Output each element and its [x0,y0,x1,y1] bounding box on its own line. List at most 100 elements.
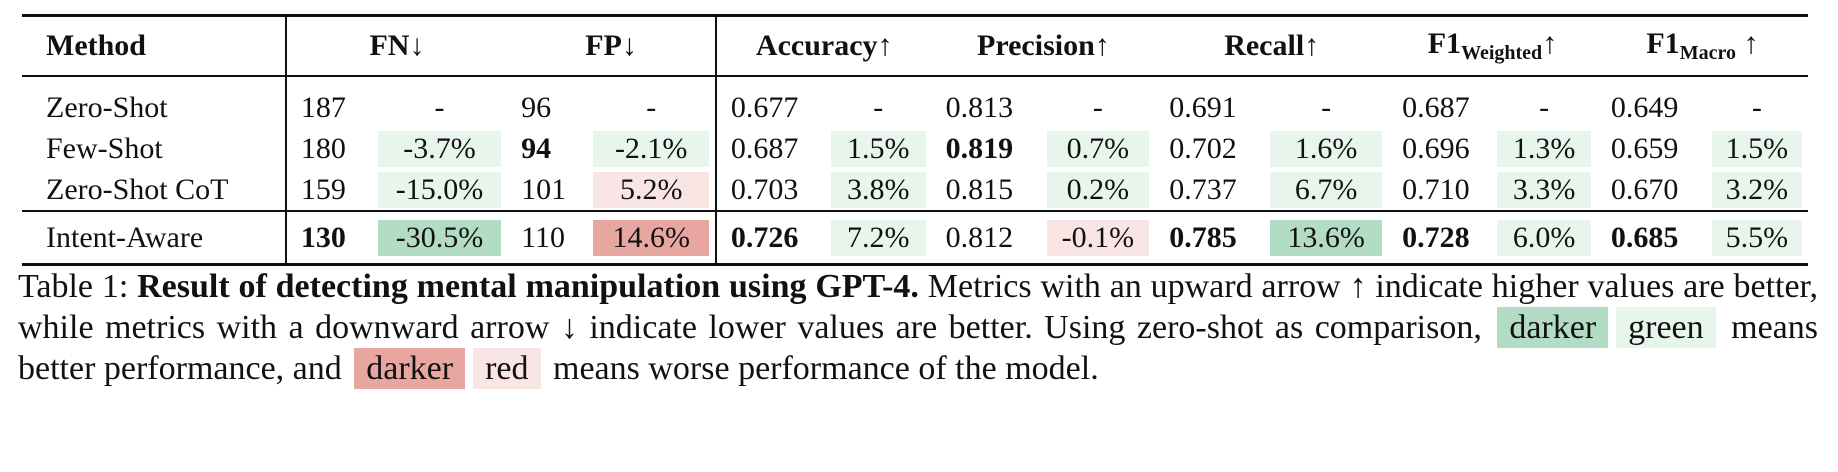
delta-cell: 0.2% [1041,169,1156,211]
delta-cell: 1.6% [1264,128,1388,169]
delta-cell: 1.5% [1706,128,1808,169]
delta-value: 6.0% [1497,219,1591,256]
delta-cell: -15.0% [372,169,507,211]
value-cell: 130 [284,210,372,266]
value-cell: 0.703 [714,169,825,211]
delta-value: 1.3% [1497,130,1591,167]
delta-cell: 1.5% [825,128,932,169]
delta-cell: 7.2% [824,210,932,266]
delta-value: 3.3% [1497,171,1591,208]
delta-cell: -30.5% [371,210,508,266]
header-fn: FN↓ [284,14,508,77]
header-fp: FP↓ [507,14,716,77]
delta-value: - [1539,90,1550,124]
value-cell: 0.687 [714,128,825,169]
caption-text-3: means worse performance of the model. [553,350,1099,387]
value-cell: 0.728 [1388,210,1492,266]
delta-value: 0.7% [1046,130,1150,167]
delta-cell: 5.2% [587,169,715,211]
method-cell: Few-Shot [46,131,163,165]
legend-swatch-darker-red: darker [354,348,466,389]
delta-value: 7.2% [830,219,926,256]
delta-value: 3.8% [830,171,926,208]
delta-value: 6.7% [1270,171,1383,208]
table-caption: Table 1: Result of detecting mental mani… [18,266,1818,389]
delta-cell: 0.7% [1041,128,1156,169]
caption-bold-title: Result of detecting mental manipulation … [137,268,919,305]
delta-cell: 3.3% [1491,169,1597,211]
header-method: Method [22,14,286,77]
value-cell: 0.819 [945,131,1014,165]
method-cell: Zero-Shot CoT [46,172,229,206]
results-table: Method FN↓ FP↓ Accuracy↑ Precision↑ Reca… [22,14,1808,266]
delta-value: 1.5% [1711,130,1802,167]
delta-cell: 6.7% [1264,169,1388,211]
delta-cell: - [1706,76,1808,128]
value-cell: 0.649 [1610,90,1679,124]
legend-swatch-red: red [473,348,541,389]
value-cell: 0.696 [1402,131,1470,165]
header-precision: Precision↑ [931,14,1156,77]
delta-value: 5.2% [593,171,709,208]
table-row: Few-Shot 180 -3.7% 94 -2.1% 0.687 1.5% 0.819 0.7… [22,128,1808,169]
value-cell: 110 [507,210,588,266]
value-cell: 96 [521,90,552,124]
header-f1-weighted-arrow: ↑ [1542,27,1558,60]
delta-cell: 14.6% [587,210,716,266]
header-f1-weighted: F1Weighted↑ [1388,14,1597,77]
delta-value: 13.6% [1270,219,1383,256]
header-f1-macro-arrow: ↑ [1735,27,1759,60]
header-f1-macro-sub: Macro [1679,42,1736,64]
header-f1-macro: F1Macro ↑ [1596,14,1808,77]
delta-cell: - [1264,76,1388,128]
value-cell: 0.677 [714,76,825,128]
delta-cell: 3.2% [1706,169,1808,211]
delta-cell: - [1041,76,1156,128]
header-f1-weighted-sub: Weighted [1461,42,1543,64]
value-cell: 0.785 [1155,210,1265,266]
delta-value: -0.1% [1046,219,1150,256]
results-table-container: Method FN↓ FP↓ Accuracy↑ Precision↑ Reca… [22,14,1808,266]
value-cell: 0.813 [945,90,1014,124]
delta-cell: 13.6% [1264,210,1389,266]
value-cell: 159 [284,169,372,211]
value-cell: 187 [284,76,372,128]
caption-label: Table 1: [18,268,138,305]
delta-value: -15.0% [377,171,502,208]
delta-cell: - [825,76,932,128]
table-row: Zero-Shot 187 - 96 - 0.677 - 0.813 - 0.691 - 0.687 -… [22,76,1808,128]
value-cell: 0.659 [1610,131,1679,165]
legend-swatch-darker-green: darker [1497,307,1609,348]
delta-value: 0.2% [1046,171,1150,208]
delta-value: 1.6% [1270,130,1383,167]
delta-cell: 6.0% [1491,210,1597,266]
delta-cell: 5.5% [1705,210,1808,266]
value-cell: 0.670 [1610,172,1679,206]
delta-cell: 1.3% [1491,128,1597,169]
value-cell: 0.710 [1402,172,1470,206]
delta-cell: -3.7% [372,128,507,169]
delta-value: - [1321,90,1332,124]
header-f1-macro-main: F1 [1646,27,1680,60]
header-f1-weighted-main: F1 [1427,27,1462,60]
delta-value: - [434,90,445,124]
caption-text-2: means better performance, and [18,309,1818,387]
header-row: Method FN↓ FP↓ Accuracy↑ Precision↑ Reca… [22,14,1808,77]
value-cell: 0.726 [714,210,825,266]
table-row: Zero-Shot CoT 159 -15.0% 101 5.2% 0.703 3.8% 0.… [22,169,1808,211]
value-cell: 94 [521,131,552,165]
delta-value: - [1092,90,1103,124]
table-body: Zero-Shot 187-96-0.677-0.813-0.691-0.687-… [22,76,1808,266]
value-cell: 0.812 [931,210,1041,266]
delta-value: - [873,90,884,124]
value-cell: 0.702 [1169,131,1237,165]
header-recall: Recall↑ [1155,14,1389,77]
delta-value: 5.5% [1711,219,1802,256]
value-cell: 0.687 [1402,90,1470,124]
table-row: Intent-Aware 130 -30.5% 110 14.6% 0.726 7.2% 0.… [22,210,1808,266]
delta-cell: - [372,76,507,128]
value-cell: 0.691 [1169,90,1237,124]
header-accuracy: Accuracy↑ [714,14,932,77]
delta-value: - [646,90,657,124]
delta-value: 1.5% [830,130,926,167]
